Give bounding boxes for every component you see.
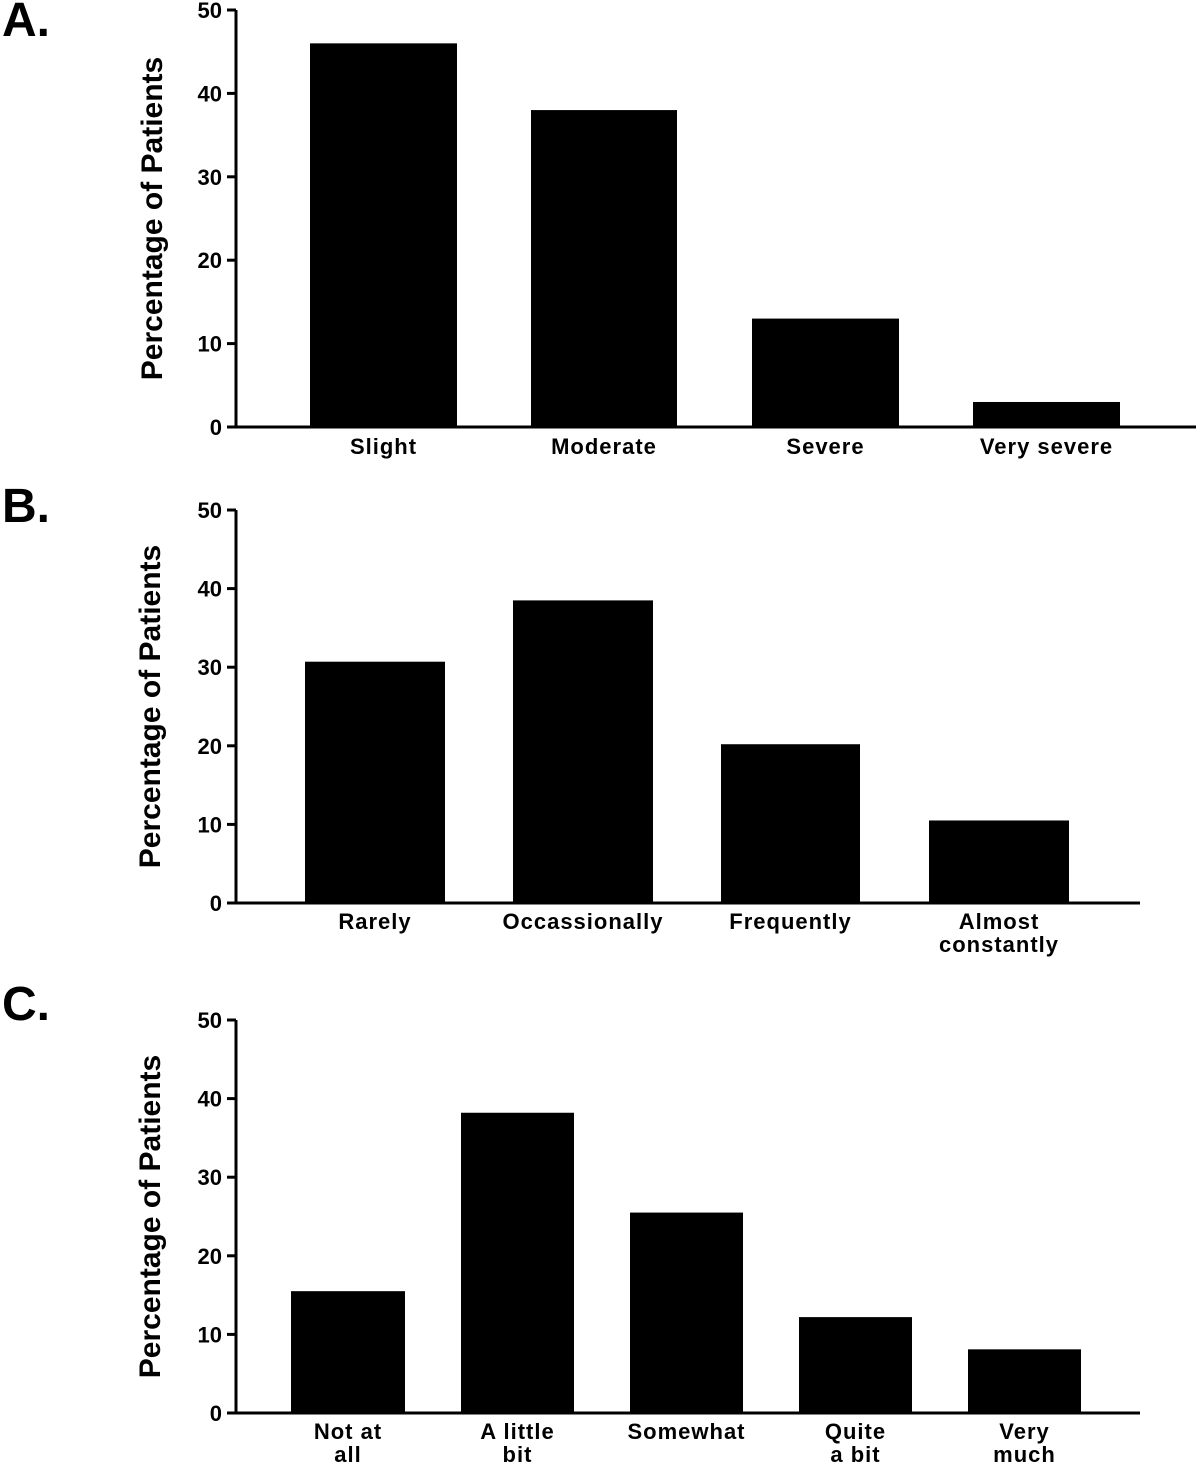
y-tick-label: 50	[198, 498, 222, 523]
y-tick-label: 20	[198, 248, 222, 273]
bar	[721, 744, 860, 903]
x-tick-label-line: Moderate	[551, 434, 657, 459]
bar	[310, 43, 457, 428]
x-tick-label: Not at all	[314, 1419, 382, 1466]
x-tick-label: Severe	[786, 434, 864, 459]
x-tick-label: Rarely	[338, 909, 411, 934]
y-tick-label: 0	[210, 891, 222, 916]
y-tick-label: 40	[198, 1087, 222, 1112]
y-tick-label: 10	[198, 332, 222, 357]
bar	[291, 1291, 405, 1413]
y-tick-label: 30	[198, 165, 222, 190]
x-tick-label: Slight	[350, 434, 417, 459]
y-tick-label: 20	[198, 1244, 222, 1269]
panel-letter: A.	[2, 0, 50, 47]
x-tick-label-line: Somewhat	[627, 1419, 745, 1444]
y-tick-label: 30	[198, 1165, 222, 1190]
x-tick-label-line: Frequently	[729, 909, 851, 934]
x-tick-label-line: Occassionally	[503, 909, 664, 934]
x-tick-label: Moderate	[551, 434, 657, 459]
y-tick-label: 40	[198, 577, 222, 602]
y-tick-label: 50	[198, 0, 222, 23]
bar	[968, 1349, 1081, 1413]
x-tick-label-line: A little	[480, 1419, 554, 1444]
bar	[461, 1112, 574, 1413]
y-tick-label: 10	[198, 1322, 222, 1347]
x-tick-label-line: a bit	[830, 1442, 880, 1466]
y-axis-label: Percentage of Patients	[134, 1055, 167, 1378]
y-axis-label: Percentage of Patients	[136, 57, 169, 380]
bar	[305, 661, 445, 903]
x-tick-label-line: Quite	[825, 1419, 886, 1444]
x-tick-label-line: much	[993, 1442, 1056, 1466]
x-tick-label-line: Rarely	[338, 909, 411, 934]
bar	[513, 600, 653, 903]
x-tick-label: Almost constantly	[939, 909, 1059, 957]
x-tick-label: Very much	[993, 1419, 1056, 1466]
x-tick-label: Very severe	[980, 434, 1113, 459]
x-tick-label: A little bit	[480, 1419, 554, 1466]
bar	[752, 318, 899, 427]
x-tick-label: Frequently	[729, 909, 851, 934]
panel-letter: B.	[2, 480, 50, 533]
x-tick-label-line: Very	[999, 1419, 1050, 1444]
panel-letter: C.	[2, 978, 50, 1031]
x-tick-label: Somewhat	[627, 1419, 745, 1444]
y-axis-label: Percentage of Patients	[134, 545, 167, 868]
x-tick-label-line: Severe	[786, 434, 864, 459]
x-tick-label-line: constantly	[939, 932, 1059, 957]
x-tick-label-line: Slight	[350, 434, 417, 459]
x-tick-label-line: Almost	[959, 909, 1040, 934]
y-tick-label: 0	[210, 1401, 222, 1426]
y-tick-label: 10	[198, 812, 222, 837]
y-tick-label: 20	[198, 734, 222, 759]
x-tick-label: Occassionally	[503, 909, 664, 934]
bar	[531, 110, 677, 427]
x-tick-label-line: Not at	[314, 1419, 382, 1444]
x-tick-label-line: bit	[503, 1442, 533, 1466]
bar	[630, 1212, 743, 1413]
y-tick-label: 0	[210, 415, 222, 440]
bar	[929, 820, 1069, 903]
x-tick-label: Quite a bit	[825, 1419, 886, 1466]
bar	[973, 401, 1120, 427]
bar	[799, 1317, 912, 1413]
x-tick-label-line: all	[334, 1442, 361, 1466]
y-tick-label: 40	[198, 81, 222, 106]
y-tick-label: 50	[198, 1008, 222, 1033]
x-tick-label-line: Very severe	[980, 434, 1113, 459]
y-tick-label: 30	[198, 655, 222, 680]
